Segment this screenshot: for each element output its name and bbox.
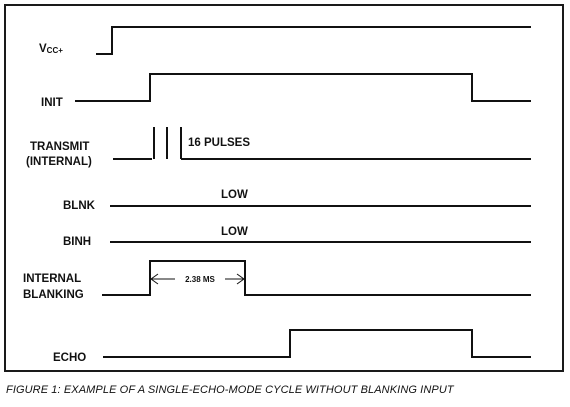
signal-blnk: BLNK LOW	[63, 189, 531, 212]
transmit-label-line2: (INTERNAL)	[26, 156, 92, 168]
binh-low-annotation: LOW	[221, 226, 248, 238]
figure-caption: FIGURE 1: EXAMPLE OF A SINGLE-ECHO-MODE …	[6, 384, 454, 396]
signal-init: INIT	[41, 73, 531, 109]
blnk-label: BLNK	[63, 200, 96, 212]
internal-blanking-label-line2: BLANKING	[23, 289, 84, 301]
transmit-label-line1: TRANSMIT	[30, 141, 89, 153]
echo-waveform	[103, 329, 531, 358]
blanking-duration-annotation: 2.38 MS	[185, 275, 215, 284]
signal-binh: BINH LOW	[63, 226, 531, 248]
signal-transmit: TRANSMIT (INTERNAL) 16 PULSES	[26, 127, 531, 168]
vcc-label: VCC+	[39, 43, 63, 55]
timing-diagram: VCC+ INIT TRANSMIT (INTERNAL) 16 PULSES …	[23, 26, 531, 364]
init-label: INIT	[41, 97, 63, 109]
signal-internal-blanking: INTERNAL BLANKING 2.38 MS	[23, 260, 531, 301]
echo-label: ECHO	[53, 352, 86, 364]
binh-label: BINH	[63, 236, 91, 248]
diagram-frame	[4, 4, 564, 372]
signal-echo: ECHO	[53, 329, 531, 364]
internal-blanking-waveform	[102, 260, 531, 296]
internal-blanking-label-line1: INTERNAL	[23, 273, 81, 285]
transmit-pulses-annotation: 16 PULSES	[188, 137, 250, 149]
blanking-duration-dimension: 2.38 MS	[150, 272, 245, 285]
blnk-low-annotation: LOW	[221, 189, 248, 201]
signal-vcc: VCC+	[39, 26, 531, 55]
vcc-waveform	[96, 26, 531, 55]
init-waveform	[75, 73, 531, 102]
